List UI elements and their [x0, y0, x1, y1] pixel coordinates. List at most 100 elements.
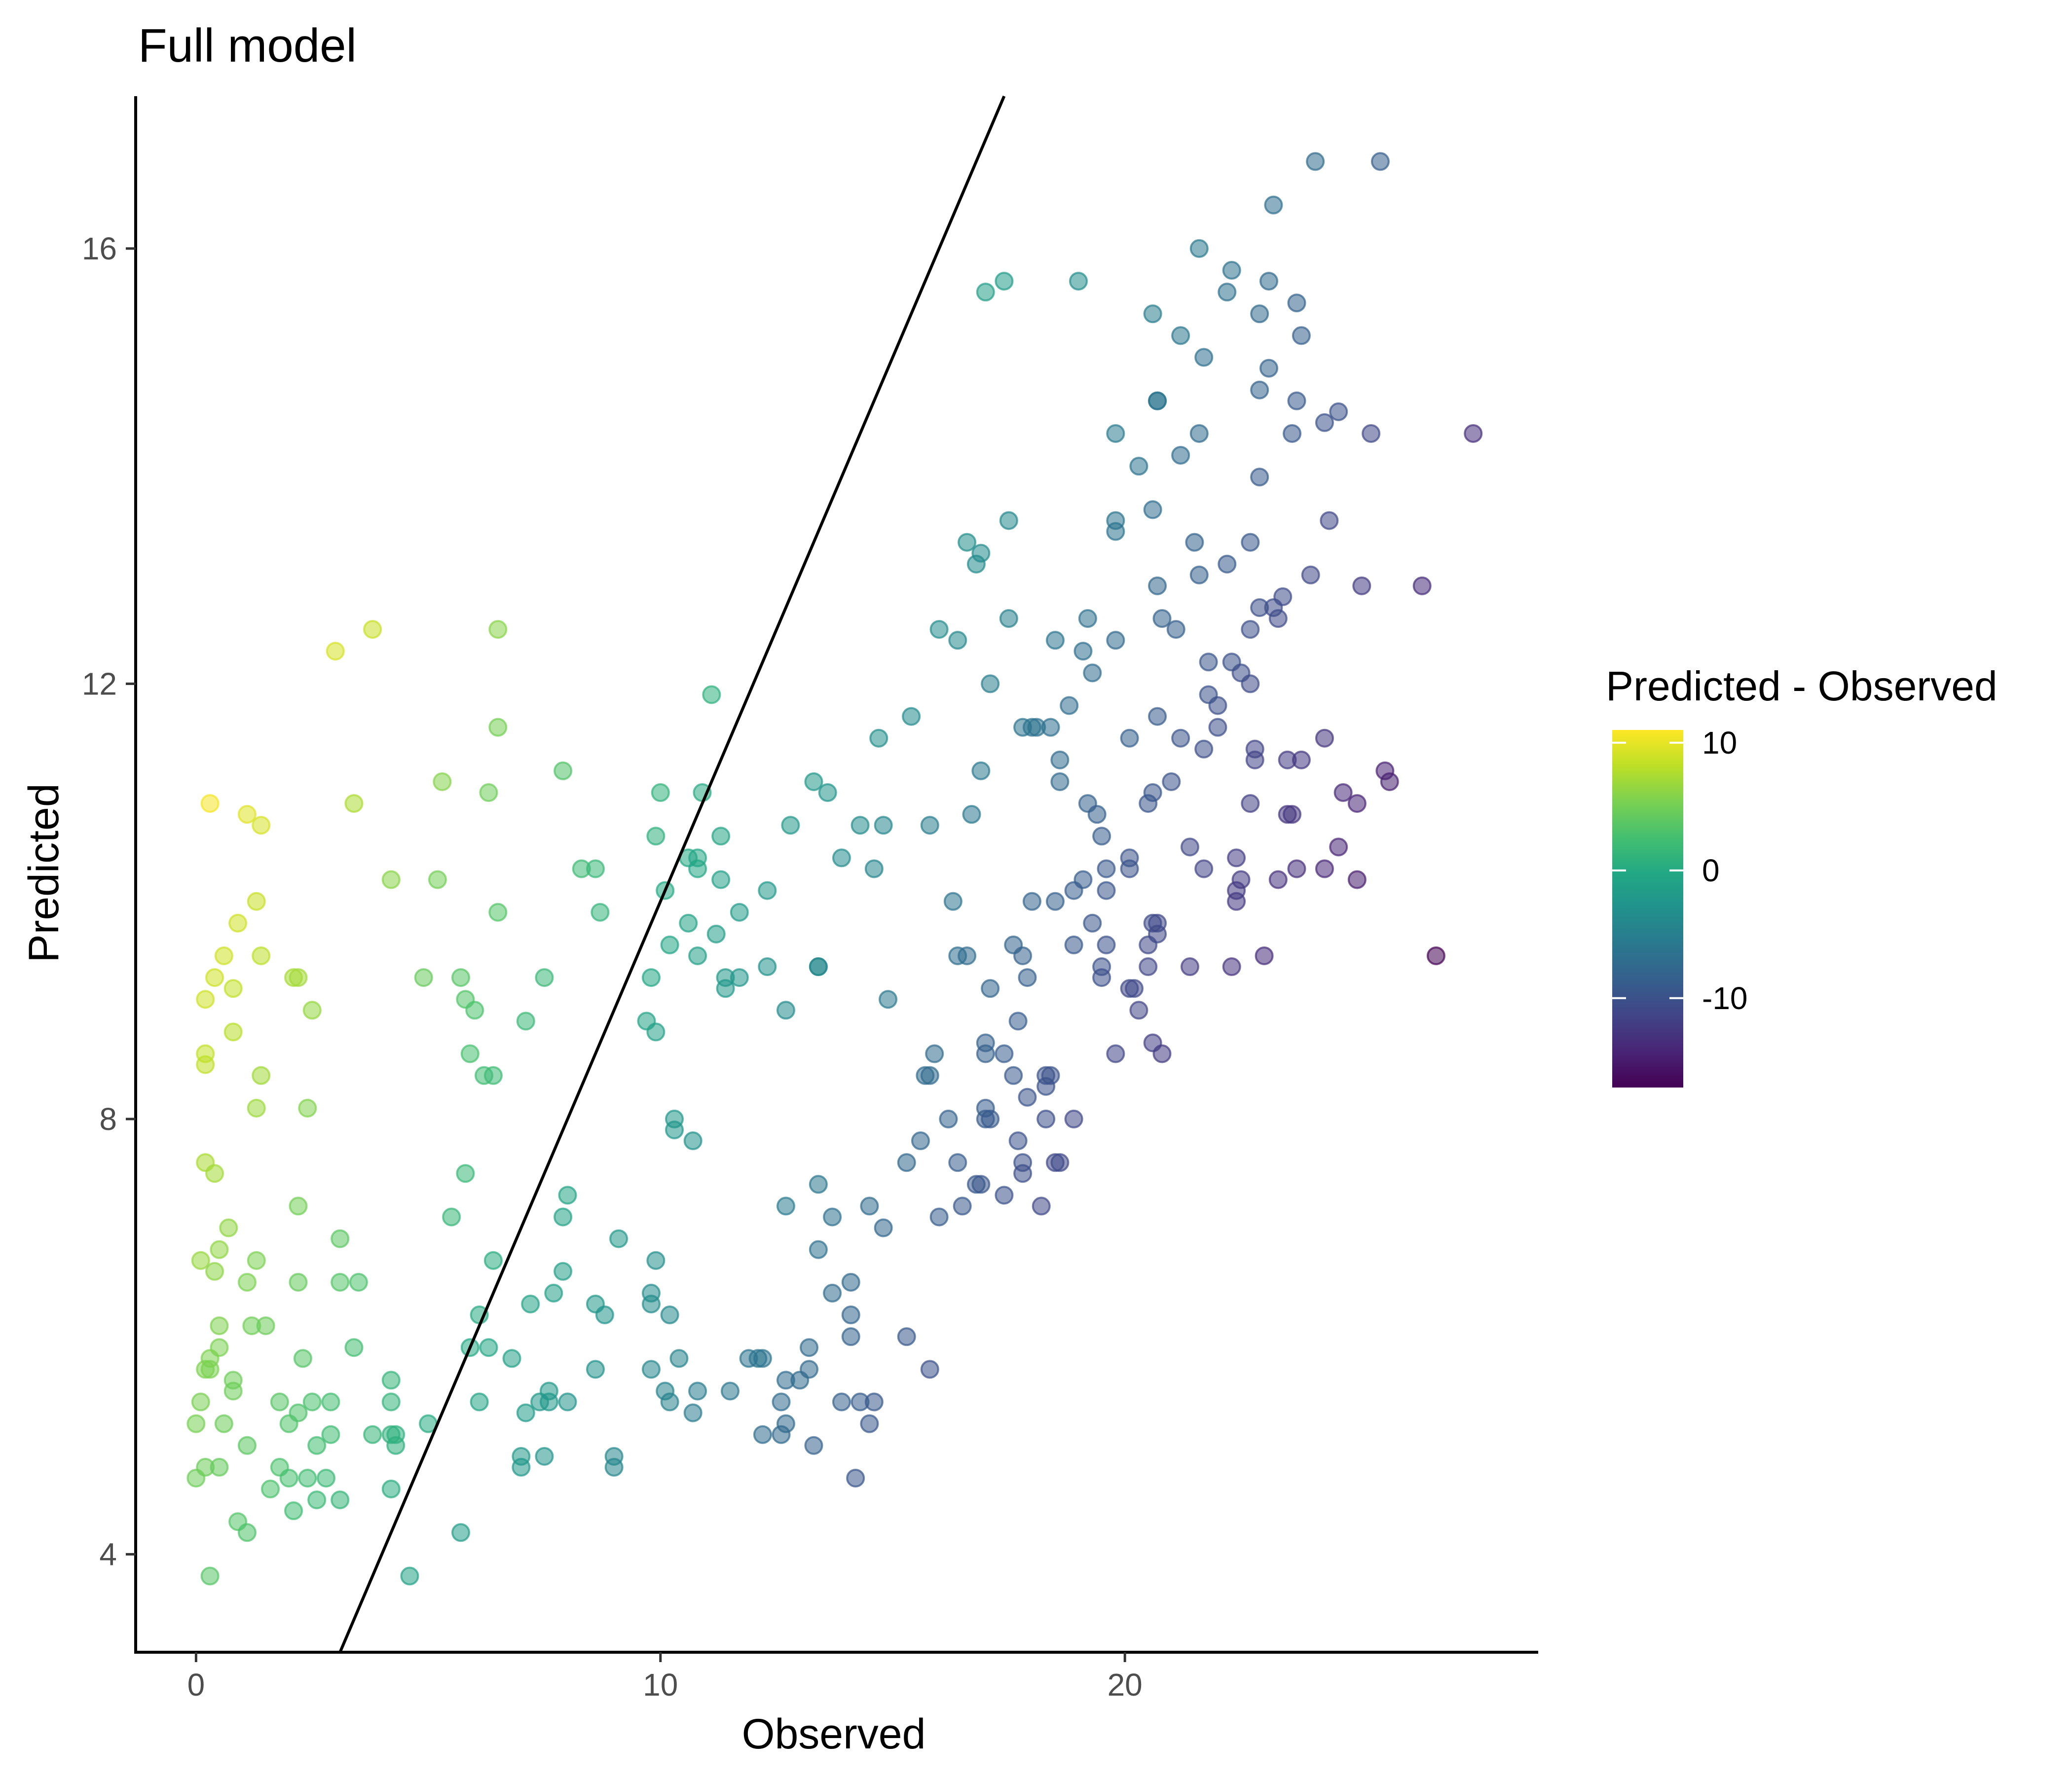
data-point	[321, 1392, 340, 1412]
data-point	[1292, 326, 1311, 345]
data-point	[279, 1414, 298, 1433]
data-point	[316, 1468, 335, 1488]
data-point	[948, 631, 967, 650]
data-point	[1171, 728, 1190, 748]
data-point	[688, 946, 707, 965]
data-point	[1320, 511, 1339, 530]
data-point	[591, 903, 610, 922]
data-point	[683, 1131, 703, 1151]
data-point	[641, 1360, 661, 1379]
data-point	[1227, 848, 1246, 868]
data-point	[516, 1403, 535, 1422]
data-point	[1315, 413, 1334, 432]
y-tick-label: 8	[99, 1101, 117, 1137]
data-point	[414, 968, 433, 987]
data-point	[595, 1306, 614, 1325]
data-point	[270, 1392, 289, 1412]
data-point	[1180, 957, 1199, 977]
data-point	[586, 1360, 605, 1379]
data-point	[776, 1001, 795, 1020]
data-point	[363, 1425, 382, 1444]
data-point	[1268, 609, 1288, 628]
data-point	[1041, 718, 1060, 737]
data-point	[1287, 293, 1306, 313]
data-point	[809, 957, 828, 977]
data-point	[846, 1468, 865, 1488]
data-point	[451, 968, 470, 987]
data-point	[1050, 750, 1070, 769]
data-point	[558, 1186, 577, 1205]
data-point	[539, 1392, 558, 1412]
data-point	[1143, 783, 1162, 802]
data-point	[1255, 946, 1274, 965]
data-point	[902, 707, 921, 726]
x-tick-label: 20	[1108, 1667, 1143, 1703]
data-point	[1287, 391, 1306, 410]
data-point	[804, 1436, 823, 1455]
data-point	[428, 870, 447, 889]
data-point	[1139, 957, 1158, 977]
data-point	[1106, 424, 1125, 443]
data-point	[554, 1207, 573, 1227]
points-layer	[186, 152, 1483, 1586]
data-point	[1194, 739, 1214, 759]
data-point	[832, 1392, 851, 1412]
data-point	[191, 1251, 210, 1270]
data-point	[702, 685, 721, 704]
data-point	[646, 827, 666, 846]
legend-title: Predicted - Observed	[1606, 663, 1998, 709]
data-point	[237, 1272, 257, 1292]
data-point	[999, 511, 1018, 530]
data-point	[247, 892, 266, 911]
data-point	[860, 1414, 879, 1433]
data-point	[456, 1164, 475, 1183]
data-point	[451, 1523, 470, 1542]
data-point	[349, 1272, 368, 1292]
data-point	[1292, 750, 1311, 769]
legend-colorbar	[1612, 730, 1683, 1088]
data-point	[1097, 881, 1116, 900]
data-point	[1208, 718, 1227, 737]
data-point	[1124, 979, 1144, 998]
data-point	[1162, 772, 1181, 791]
data-point	[223, 1381, 243, 1401]
data-point	[1064, 935, 1083, 954]
data-point	[483, 1066, 503, 1085]
data-point	[688, 1381, 707, 1401]
chart-title: Full model	[138, 19, 357, 72]
data-point	[665, 1120, 684, 1139]
data-point	[1013, 946, 1033, 965]
data-point	[1180, 837, 1199, 857]
data-point	[1008, 1012, 1028, 1031]
y-axis-title: Predicted	[20, 783, 68, 962]
data-point	[604, 1457, 624, 1477]
data-point	[925, 1044, 944, 1063]
data-point	[920, 1360, 939, 1379]
data-point	[1273, 587, 1293, 606]
data-point	[1329, 837, 1348, 857]
data-point	[669, 1349, 689, 1368]
data-point	[1152, 609, 1172, 628]
data-point	[1097, 935, 1116, 954]
data-point	[869, 728, 888, 748]
data-point	[1171, 446, 1190, 465]
data-point	[502, 1349, 521, 1368]
data-point	[1222, 957, 1241, 977]
data-point	[1412, 576, 1432, 595]
data-point	[186, 1468, 206, 1488]
data-point	[948, 1153, 967, 1172]
data-point	[331, 1490, 350, 1510]
data-point	[1259, 272, 1278, 291]
data-point	[1050, 1153, 1070, 1172]
data-point	[554, 761, 573, 780]
data-point	[381, 1371, 401, 1390]
data-point	[289, 1272, 308, 1292]
data-point	[1301, 565, 1320, 584]
data-point	[851, 816, 870, 835]
data-point	[1231, 870, 1251, 889]
data-point	[460, 1044, 480, 1063]
data-point	[1426, 946, 1445, 965]
data-point	[191, 1392, 210, 1412]
